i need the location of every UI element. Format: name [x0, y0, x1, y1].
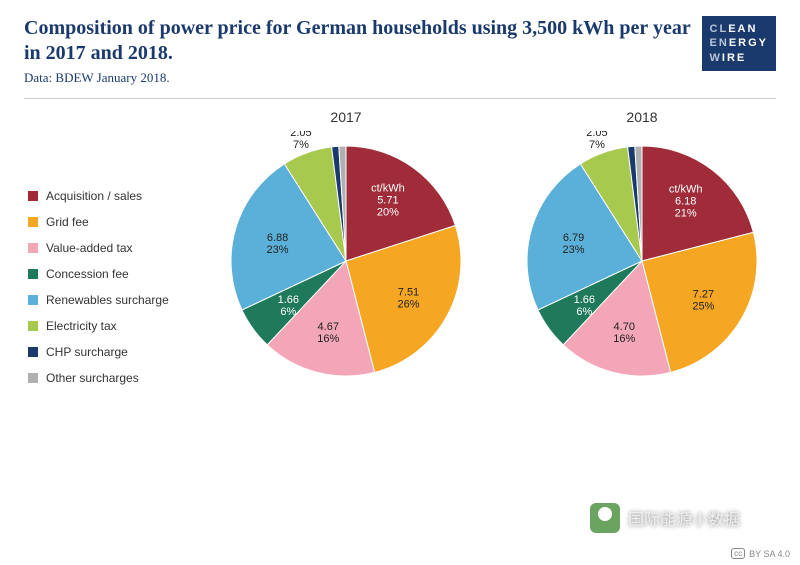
- slice-label: 2.057%: [586, 131, 607, 151]
- slice-label: 7.5126%: [397, 286, 419, 310]
- charts-container: 2017ct/kWh5.7120%7.5126%4.6716%1.666%6.8…: [198, 109, 790, 411]
- svg-text:1.66: 1.66: [278, 294, 299, 306]
- license-text: BY SA 4.0: [749, 549, 790, 559]
- legend-swatch: [28, 347, 38, 357]
- legend-swatch: [28, 295, 38, 305]
- license-footer: cc BY SA 4.0: [731, 548, 790, 559]
- legend-label: Renewables surcharge: [46, 293, 169, 307]
- svg-text:6%: 6%: [576, 306, 592, 318]
- svg-text:5.71: 5.71: [377, 194, 398, 206]
- slice-label: 6.8823%: [267, 232, 289, 256]
- slice-label: 4.6716%: [317, 321, 339, 345]
- legend-swatch: [28, 243, 38, 253]
- legend-label: Acquisition / sales: [46, 189, 142, 203]
- slice-label: 7.2725%: [692, 288, 714, 312]
- watermark-text: 国际能源小数据: [628, 506, 740, 530]
- page-subtitle: Data: BDEW January 2018.: [24, 70, 702, 86]
- legend-swatch: [28, 191, 38, 201]
- svg-text:6.79: 6.79: [563, 232, 584, 244]
- legend-item: Renewables surcharge: [28, 293, 198, 307]
- svg-text:7.51: 7.51: [398, 286, 419, 298]
- svg-text:7.27: 7.27: [693, 288, 714, 300]
- title-block: Composition of power price for German ho…: [24, 16, 702, 86]
- legend-label: Grid fee: [46, 215, 89, 229]
- legend-swatch: [28, 269, 38, 279]
- legend-item: Grid fee: [28, 215, 198, 229]
- legend-label: Electricity tax: [46, 319, 117, 333]
- svg-text:7%: 7%: [589, 139, 605, 151]
- page-title: Composition of power price for German ho…: [24, 16, 702, 66]
- legend-item: Electricity tax: [28, 319, 198, 333]
- pie-chart: 2018 ct/kWh6.1821% 7.2725% 4.7016% 1.666% 6.7…: [502, 109, 782, 411]
- legend-label: Concession fee: [46, 267, 129, 281]
- svg-text:23%: 23%: [267, 244, 289, 256]
- legend-swatch: [28, 321, 38, 331]
- pie-chart: 2017 ct/kWh5.7120% 7.5126% 4.6716% 1.666% 6.8…: [206, 109, 486, 411]
- svg-text:4.70: 4.70: [614, 321, 635, 333]
- brand-logo: CLEAN ENERGY WIRE: [702, 16, 776, 71]
- slice-label: 6.7923%: [563, 232, 585, 256]
- legend-label: Value-added tax: [46, 241, 133, 255]
- svg-text:23%: 23%: [563, 244, 585, 256]
- slice-label: 1.666%: [574, 294, 595, 318]
- legend: Acquisition / sales Grid fee Value-added t…: [10, 109, 198, 397]
- pie-svg: ct/kWh5.7120% 7.5126% 4.6716% 1.666% 6.8823%…: [206, 131, 486, 411]
- chart-title: 2018: [502, 109, 782, 125]
- svg-text:6.88: 6.88: [267, 232, 288, 244]
- cc-icon: cc: [731, 548, 745, 559]
- watermark-icon: [590, 503, 620, 533]
- chart-title: 2017: [206, 109, 486, 125]
- watermark: 国际能源小数据: [590, 503, 740, 533]
- legend-swatch: [28, 373, 38, 383]
- content: Acquisition / sales Grid fee Value-added t…: [0, 99, 800, 411]
- slice-label: 4.7016%: [613, 321, 635, 345]
- svg-text:16%: 16%: [317, 333, 339, 345]
- svg-text:ct/kWh: ct/kWh: [669, 184, 703, 196]
- header: Composition of power price for German ho…: [0, 0, 800, 94]
- svg-text:2.05: 2.05: [586, 131, 607, 139]
- legend-label: Other surcharges: [46, 371, 139, 385]
- svg-text:20%: 20%: [377, 206, 399, 218]
- svg-text:4.67: 4.67: [318, 321, 339, 333]
- slice-label: 1.666%: [278, 294, 299, 318]
- legend-item: Value-added tax: [28, 241, 198, 255]
- legend-item: Other surcharges: [28, 371, 198, 385]
- svg-text:21%: 21%: [675, 208, 697, 220]
- svg-text:ct/kWh: ct/kWh: [371, 182, 405, 194]
- pie-svg: ct/kWh6.1821% 7.2725% 4.7016% 1.666% 6.7923%…: [502, 131, 782, 411]
- svg-text:2.05: 2.05: [290, 131, 311, 139]
- legend-item: CHP surcharge: [28, 345, 198, 359]
- svg-text:7%: 7%: [293, 139, 309, 151]
- svg-text:16%: 16%: [613, 333, 635, 345]
- legend-item: Acquisition / sales: [28, 189, 198, 203]
- svg-text:25%: 25%: [692, 300, 714, 312]
- svg-text:6%: 6%: [280, 306, 296, 318]
- legend-swatch: [28, 217, 38, 227]
- svg-text:6.18: 6.18: [675, 196, 696, 208]
- slice-label: 2.057%: [290, 131, 311, 151]
- legend-item: Concession fee: [28, 267, 198, 281]
- svg-text:26%: 26%: [397, 298, 419, 310]
- legend-label: CHP surcharge: [46, 345, 128, 359]
- svg-text:1.66: 1.66: [574, 294, 595, 306]
